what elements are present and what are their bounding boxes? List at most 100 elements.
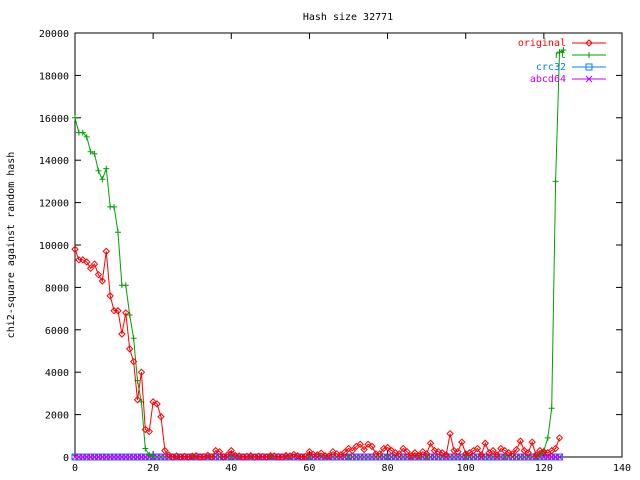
data-point-original — [383, 443, 392, 452]
data-point-original — [348, 446, 357, 455]
series-rt — [72, 46, 567, 460]
data-point-original — [477, 451, 486, 459]
data-point-rt — [560, 46, 567, 53]
y-tick-label: 4000 — [45, 368, 69, 379]
data-point-original — [329, 447, 337, 456]
data-point-original — [450, 446, 458, 455]
chart-title: Hash size 32771 — [303, 12, 393, 23]
legend-label-original: original — [518, 38, 566, 49]
data-point-original — [379, 444, 388, 453]
series-line-rt — [74, 49, 564, 458]
data-point-original — [325, 452, 333, 460]
data-point-original — [458, 438, 466, 446]
data-point-rt — [91, 150, 98, 157]
legend-label-abcd64: abcd64 — [530, 74, 566, 85]
data-point-original — [442, 451, 450, 459]
data-point-original — [497, 444, 505, 453]
data-point-rt — [130, 335, 137, 342]
data-point-rt — [126, 311, 133, 318]
data-point-original — [399, 444, 407, 453]
data-point-original — [137, 368, 146, 376]
series-layer — [71, 46, 567, 461]
data-point-original — [200, 452, 208, 461]
x-tick-label: 140 — [613, 463, 631, 474]
data-point-rt — [72, 114, 78, 121]
data-point-original — [86, 264, 95, 273]
data-point-original — [501, 446, 509, 455]
data-point-original — [204, 451, 212, 460]
data-point-rt — [99, 176, 106, 183]
data-point-original — [129, 357, 138, 366]
data-point-original — [422, 450, 431, 458]
data-point-original — [419, 447, 427, 456]
data-point-original — [317, 449, 325, 457]
x-tick-label: 0 — [72, 463, 78, 474]
data-point-original — [301, 452, 310, 461]
y-tick-label: 18000 — [39, 71, 69, 82]
data-point-original — [516, 437, 525, 445]
series-original — [71, 245, 564, 461]
data-point-original — [528, 438, 536, 446]
x-tick-label: 20 — [147, 463, 159, 474]
data-point-original — [243, 452, 251, 461]
x-tick-label: 80 — [382, 463, 394, 474]
data-point-rt — [544, 434, 551, 441]
data-point-original — [493, 451, 501, 459]
data-point-original — [415, 452, 423, 460]
data-point-original — [122, 309, 130, 317]
y-tick-label: 8000 — [45, 283, 69, 294]
data-point-rt — [146, 451, 153, 458]
data-point-original — [524, 449, 532, 457]
data-point-rt — [536, 451, 543, 458]
data-point-rt — [83, 133, 90, 140]
data-point-rt — [548, 405, 555, 412]
data-point-original — [446, 429, 454, 438]
y-tick-label: 6000 — [45, 326, 69, 337]
data-point-rt — [79, 129, 86, 136]
data-point-original — [473, 444, 482, 453]
data-point-original — [387, 446, 396, 455]
data-point-original — [114, 307, 122, 315]
data-point-rt — [111, 203, 118, 210]
data-point-rt — [122, 282, 129, 289]
data-point-rt — [552, 178, 559, 185]
data-point-original — [208, 453, 216, 461]
y-tick-label: 2000 — [45, 411, 69, 422]
data-point-original — [239, 453, 247, 461]
data-point-rt — [87, 148, 94, 155]
legend-label-rt: rt — [554, 50, 566, 61]
data-point-rt — [345, 454, 352, 460]
plot-frame — [74, 32, 623, 458]
data-point-original — [118, 330, 126, 338]
data-point-original — [106, 292, 114, 300]
axis-ticks: 0 2000 4000 6000 8000 10000 12000 14000 16000 180… — [39, 29, 631, 474]
data-point-original — [133, 396, 142, 404]
data-point-original — [356, 440, 364, 448]
data-point-original — [184, 453, 193, 461]
data-point-rt — [103, 165, 110, 172]
data-point-rt — [114, 229, 121, 236]
data-point-original — [344, 444, 353, 453]
x-tick-label: 120 — [535, 463, 553, 474]
data-point-original — [368, 442, 376, 451]
data-point-original — [395, 450, 404, 458]
data-point-original — [94, 270, 103, 279]
data-point-original — [462, 450, 470, 458]
legend-label-crc32: crc32 — [536, 62, 566, 73]
y-tick-label: 10000 — [39, 241, 69, 252]
data-point-original — [391, 449, 400, 457]
data-point-rt — [556, 49, 563, 56]
data-point-original — [165, 451, 173, 459]
legend-marker-abcd64 — [585, 75, 593, 83]
legend-marker-crc32 — [585, 63, 593, 71]
data-point-original — [305, 447, 314, 456]
data-point-abcd64 — [556, 453, 563, 461]
x-tick-label: 60 — [303, 463, 315, 474]
data-point-original — [426, 439, 435, 447]
data-point-original — [262, 453, 271, 461]
data-point-original — [98, 277, 107, 285]
data-point-original — [360, 445, 368, 454]
data-point-rt — [95, 167, 102, 174]
data-point-original — [83, 258, 91, 266]
